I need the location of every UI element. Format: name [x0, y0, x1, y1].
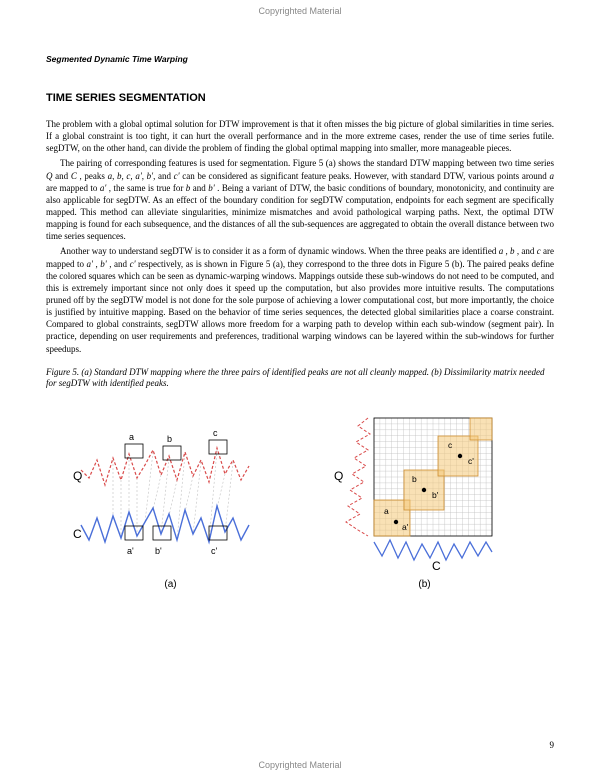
svg-text:Q: Q	[334, 469, 343, 483]
figure-label-b: (b)	[320, 579, 530, 590]
figure-caption: Figure 5. (a) Standard DTW mapping where…	[46, 367, 554, 390]
text-run: are mapped to	[46, 183, 100, 193]
text-run: and	[155, 171, 173, 181]
section-title: TIME SERIES SEGMENTATION	[46, 92, 554, 104]
figure-panel-b: a'ab'bc'cQC (b)	[320, 400, 530, 590]
text-run: can be considered as significant feature…	[180, 171, 550, 181]
svg-text:a': a'	[402, 522, 409, 532]
page-number: 9	[550, 740, 555, 750]
text-run: , and	[515, 246, 537, 256]
svg-text:C: C	[73, 527, 82, 541]
text-run: and	[190, 183, 208, 193]
paragraph-2: The pairing of corresponding features is…	[46, 157, 554, 242]
figure-panel-a: Q Ca b c a' b' c' (a)	[71, 430, 271, 590]
paragraph-3: Another way to understand segDTW is to c…	[46, 245, 554, 354]
figure-b-svg: a'ab'bc'cQC	[320, 400, 530, 570]
svg-text:b': b'	[155, 546, 162, 556]
svg-text:c: c	[213, 430, 218, 438]
paragraph-1: The problem with a global optimal soluti…	[46, 118, 554, 154]
text-run: , and	[107, 259, 130, 269]
figure-label-a: (a)	[71, 579, 271, 590]
text-run: , peaks	[77, 171, 108, 181]
svg-text:C: C	[432, 559, 441, 570]
copyright-watermark-top: Copyrighted Material	[0, 0, 600, 16]
text-run: The pairing of corresponding features is…	[60, 158, 554, 168]
text-run: respectively, as is shown in Figure 5 (a…	[46, 259, 554, 354]
page-content: Segmented Dynamic Time Warping TIME SERI…	[0, 16, 600, 610]
svg-text:a: a	[384, 506, 389, 516]
running-head: Segmented Dynamic Time Warping	[46, 54, 554, 64]
svg-text:c': c'	[211, 546, 218, 556]
figure-row: Q Ca b c a' b' c' (a) a' a b' b c' c Q C (b)	[46, 400, 554, 590]
text-run: and	[53, 171, 71, 181]
svg-text:c': c'	[468, 456, 474, 466]
svg-text:a: a	[129, 432, 134, 442]
svg-text:b: b	[412, 474, 417, 484]
svg-text:b: b	[167, 434, 172, 444]
svg-text:Q: Q	[73, 469, 82, 483]
math-a: a	[549, 171, 554, 181]
text-run: , the same is true for	[106, 183, 185, 193]
svg-text:b': b'	[432, 490, 439, 500]
text-run: Another way to understand segDTW is to c…	[60, 246, 499, 256]
math-peaks: a, b, c, a', b',	[108, 171, 156, 181]
figure-a-svg: Q Ca b c a' b' c'	[71, 430, 271, 570]
copyright-watermark-bottom: Copyrighted Material	[0, 760, 600, 770]
svg-text:a': a'	[127, 546, 134, 556]
